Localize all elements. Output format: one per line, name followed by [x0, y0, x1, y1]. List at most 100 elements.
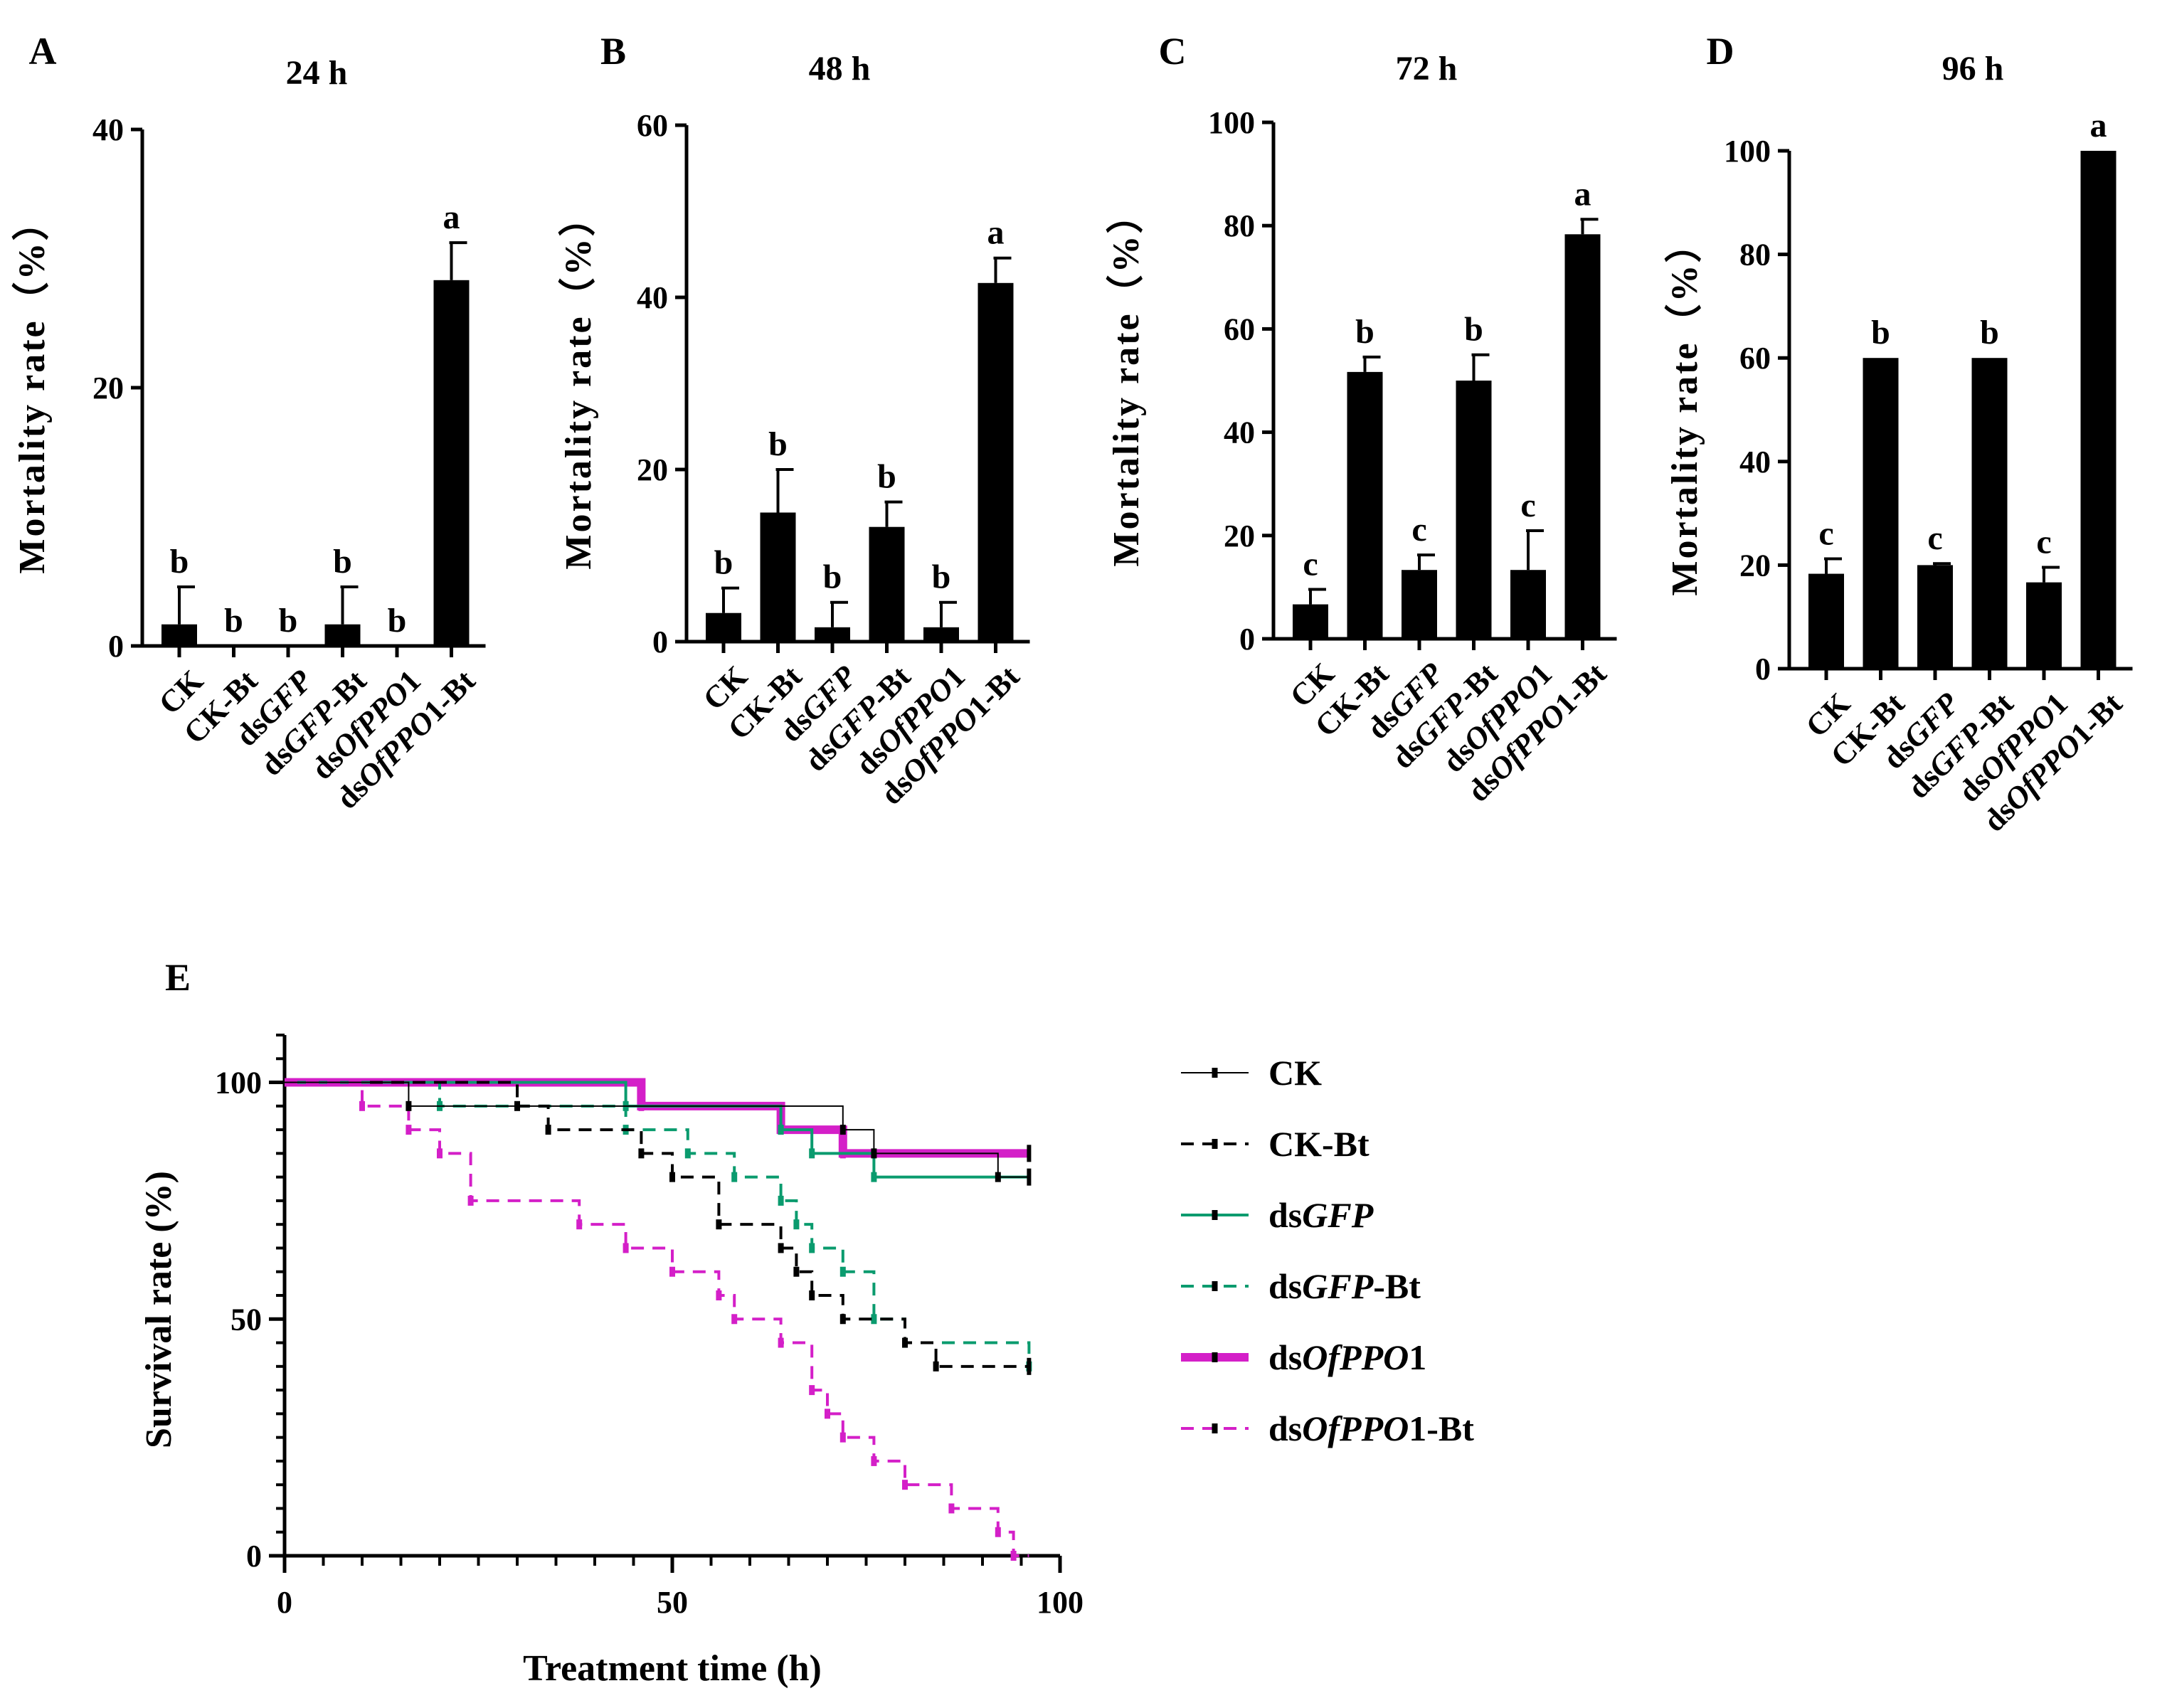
event-mark — [716, 1290, 722, 1300]
bar — [1510, 570, 1546, 639]
y-tick-label: 20 — [637, 452, 668, 487]
event-mark — [871, 1148, 877, 1159]
significance-letter: c — [1927, 519, 1942, 557]
event-mark — [545, 1125, 551, 1135]
bar — [978, 282, 1014, 642]
event-mark — [638, 1148, 645, 1159]
legend-label: CK — [1268, 1053, 1322, 1093]
event-mark — [716, 1219, 722, 1230]
panel-letter: D — [1707, 30, 1734, 73]
legend-mark — [1212, 1210, 1218, 1220]
label-part: 1 — [1409, 1337, 1426, 1377]
legend-label: dsOfPPO1 — [1268, 1337, 1426, 1377]
significance-letter: b — [932, 558, 951, 596]
label-part: ds — [1268, 1195, 1302, 1235]
label-part: CK — [1268, 1053, 1322, 1093]
event-mark — [839, 1314, 846, 1325]
survival-curve-dsgfp-bt — [285, 1081, 1031, 1367]
event-mark — [669, 1266, 675, 1277]
x-tick-label: 50 — [657, 1585, 688, 1620]
significance-letter: c — [2036, 524, 2051, 561]
y-tick-label: 0 — [1755, 652, 1771, 686]
significance-letter: b — [1355, 313, 1374, 351]
y-axis-label: Mortality rate（%） — [1664, 223, 1705, 595]
significance-letter: c — [1818, 514, 1833, 552]
significance-letter: b — [1871, 314, 1890, 351]
event-mark — [839, 1125, 846, 1135]
event-mark — [778, 1125, 784, 1135]
significance-letter: b — [714, 544, 733, 582]
y-tick-label: 40 — [1224, 415, 1255, 450]
significance-letter: b — [823, 558, 842, 596]
y-tick-label: 60 — [637, 108, 668, 143]
y-tick-label: 80 — [1739, 238, 1771, 272]
significance-letter: b — [388, 602, 407, 640]
y-tick-label: 40 — [92, 112, 124, 147]
bar — [869, 526, 905, 642]
event-mark — [809, 1148, 815, 1159]
x-axis-label: Treatment time (h) — [523, 1648, 822, 1689]
event-mark — [809, 1243, 815, 1253]
y-tick-label: 0 — [246, 1539, 262, 1574]
event-mark — [684, 1148, 691, 1159]
panel-title: 48 h — [809, 50, 871, 87]
significance-letter: b — [279, 602, 298, 640]
label-part: ds — [1268, 1409, 1302, 1448]
legend-label: dsOfPPO1-Bt — [1268, 1409, 1474, 1448]
event-mark — [793, 1266, 800, 1277]
y-tick-label: 60 — [1739, 341, 1771, 376]
event-mark — [778, 1195, 784, 1206]
event-mark — [576, 1219, 583, 1230]
y-tick-label: 20 — [92, 371, 124, 405]
event-mark — [793, 1219, 800, 1230]
legend-mark — [1212, 1423, 1218, 1433]
significance-letter: b — [877, 458, 896, 496]
label-part: ds — [1268, 1266, 1302, 1306]
event-mark — [933, 1361, 939, 1372]
significance-letter: b — [224, 602, 243, 640]
bar — [1917, 565, 1953, 669]
event-mark — [825, 1409, 830, 1419]
bar — [1402, 570, 1437, 639]
legend-label: dsGFP-Bt — [1268, 1266, 1421, 1306]
panel-letter: C — [1159, 30, 1187, 73]
significance-letter: c — [1303, 546, 1318, 583]
y-tick-label: 40 — [1739, 445, 1771, 479]
bar — [1347, 371, 1383, 639]
significance-letter: c — [1411, 511, 1426, 548]
event-mark — [467, 1195, 474, 1206]
y-tick-label: 80 — [1224, 208, 1255, 243]
y-tick-label: 20 — [1739, 548, 1771, 583]
bar — [2026, 582, 2062, 669]
legend-mark — [1212, 1068, 1218, 1078]
event-mark — [731, 1314, 738, 1325]
y-tick-label: 0 — [1239, 622, 1255, 657]
bar — [923, 627, 959, 642]
significance-letter: b — [768, 425, 788, 463]
significance-letter: b — [333, 543, 352, 580]
bar — [1564, 234, 1601, 639]
event-mark — [839, 1432, 846, 1443]
bar — [433, 280, 470, 646]
label-part: GFP — [1302, 1195, 1373, 1235]
panel-title: 24 h — [286, 54, 348, 92]
label-part: -Bt — [1373, 1266, 1421, 1306]
significance-letter: a — [2090, 107, 2107, 144]
label-part: OfPPO — [1302, 1409, 1409, 1448]
event-mark — [995, 1172, 1001, 1182]
bar — [706, 612, 741, 642]
bar — [161, 624, 197, 646]
legend-mark — [1212, 1139, 1218, 1149]
bar — [760, 512, 796, 642]
significance-letter: a — [1574, 175, 1591, 213]
label-part: GFP — [1302, 1266, 1373, 1306]
significance-letter: a — [443, 198, 460, 236]
label-part: 1-Bt — [1409, 1409, 1474, 1448]
event-mark — [669, 1172, 675, 1182]
label-part: ds — [1268, 1337, 1302, 1377]
bar — [1808, 573, 1844, 669]
event-mark — [406, 1100, 412, 1111]
bar — [2080, 151, 2117, 669]
event-mark — [809, 1385, 815, 1396]
event-mark — [778, 1337, 784, 1348]
